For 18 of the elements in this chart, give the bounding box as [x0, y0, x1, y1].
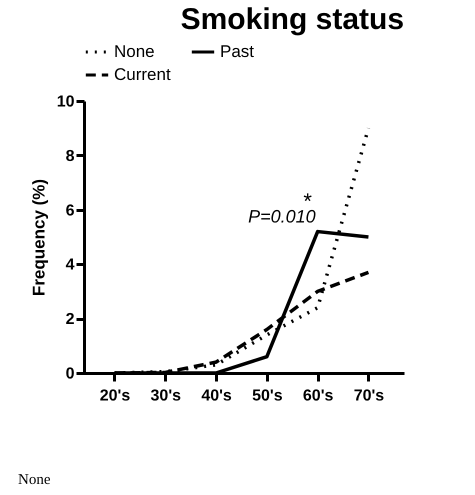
- x-tick-label: 40's: [201, 388, 232, 404]
- y-tick-label: 8: [66, 148, 75, 165]
- y-tick-label: 6: [66, 202, 75, 220]
- chart-title: Smoking status: [180, 3, 404, 36]
- y-tick-label: 2: [66, 311, 75, 328]
- x-tick-label: 60's: [302, 388, 334, 404]
- x-tick-label: 20's: [100, 388, 130, 404]
- x-tick-label: 50's: [252, 388, 283, 404]
- y-tick-label: 10: [56, 94, 75, 110]
- x-tick-label: 30's: [150, 388, 182, 404]
- text: None: [18, 472, 50, 489]
- x-tick-label: 70's: [354, 388, 384, 404]
- legend-label: Current: [114, 65, 171, 84]
- y-tick-label: 0: [66, 366, 75, 382]
- y-tick-label: 4: [66, 256, 75, 274]
- legend-label: None: [114, 42, 155, 61]
- y-axis-title: Frequency (%): [30, 178, 49, 296]
- legend-label: Past: [220, 42, 254, 61]
